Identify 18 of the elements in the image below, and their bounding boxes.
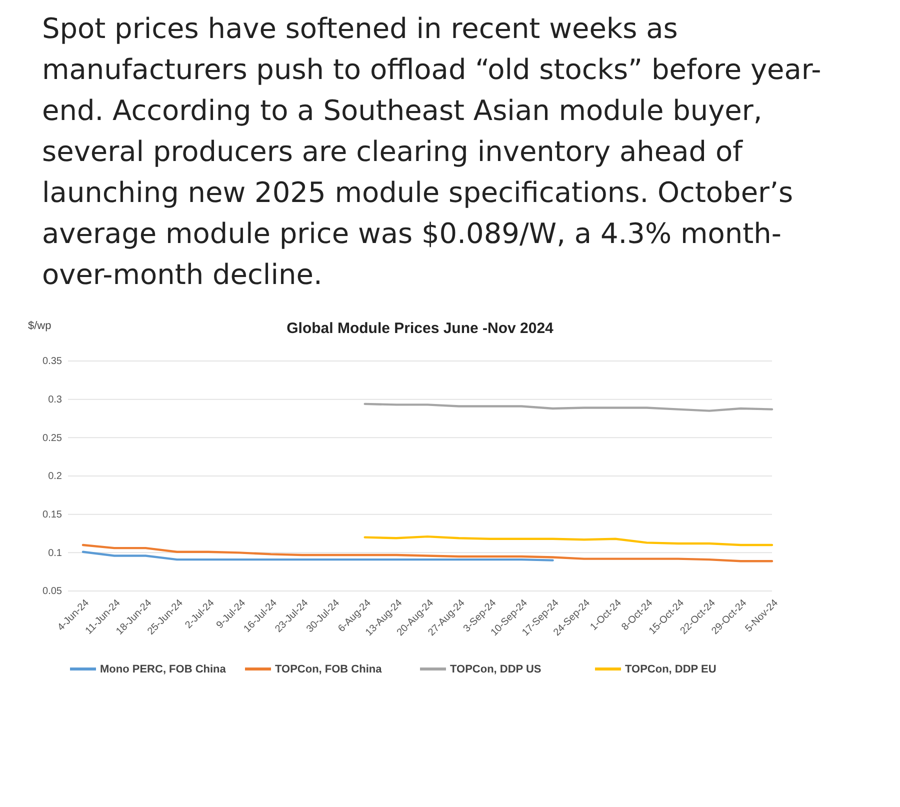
y-tick-label: 0.35: [42, 356, 62, 368]
legend-label: TOPCon, DDP US: [450, 664, 542, 676]
legend-label: Mono PERC, FOB China: [100, 664, 227, 676]
chart-title: Global Module Prices June -Nov 2024: [286, 320, 554, 337]
legend-label: TOPCon, DDP EU: [625, 664, 716, 676]
legend-label: TOPCon, FOB China: [275, 664, 383, 676]
y-tick-label: 0.15: [42, 510, 62, 521]
line-series: [82, 550, 554, 562]
text: Spot prices have softened in recent weeks as manufacturers push to offload “old stocks” before year-end. According to a Southeast Asian module buyer, several producers are clearing inventory ahead of launching new 2025 module specifications. October’s average module price was $0.089/W, a 4.3% month-over-month decline.: [42, 11, 822, 293]
y-tick-label: 0.3: [48, 394, 62, 406]
y-tick-label: 0.05: [42, 586, 62, 598]
line-series: [364, 402, 774, 412]
line-series: [364, 535, 774, 546]
y-axis-title: $/wp: [28, 320, 52, 332]
y-tick-label: 0.25: [42, 432, 62, 444]
line-series: [82, 544, 774, 562]
y-tick-label: 0.2: [48, 471, 62, 482]
y-tick-label: 0.1: [48, 548, 62, 559]
